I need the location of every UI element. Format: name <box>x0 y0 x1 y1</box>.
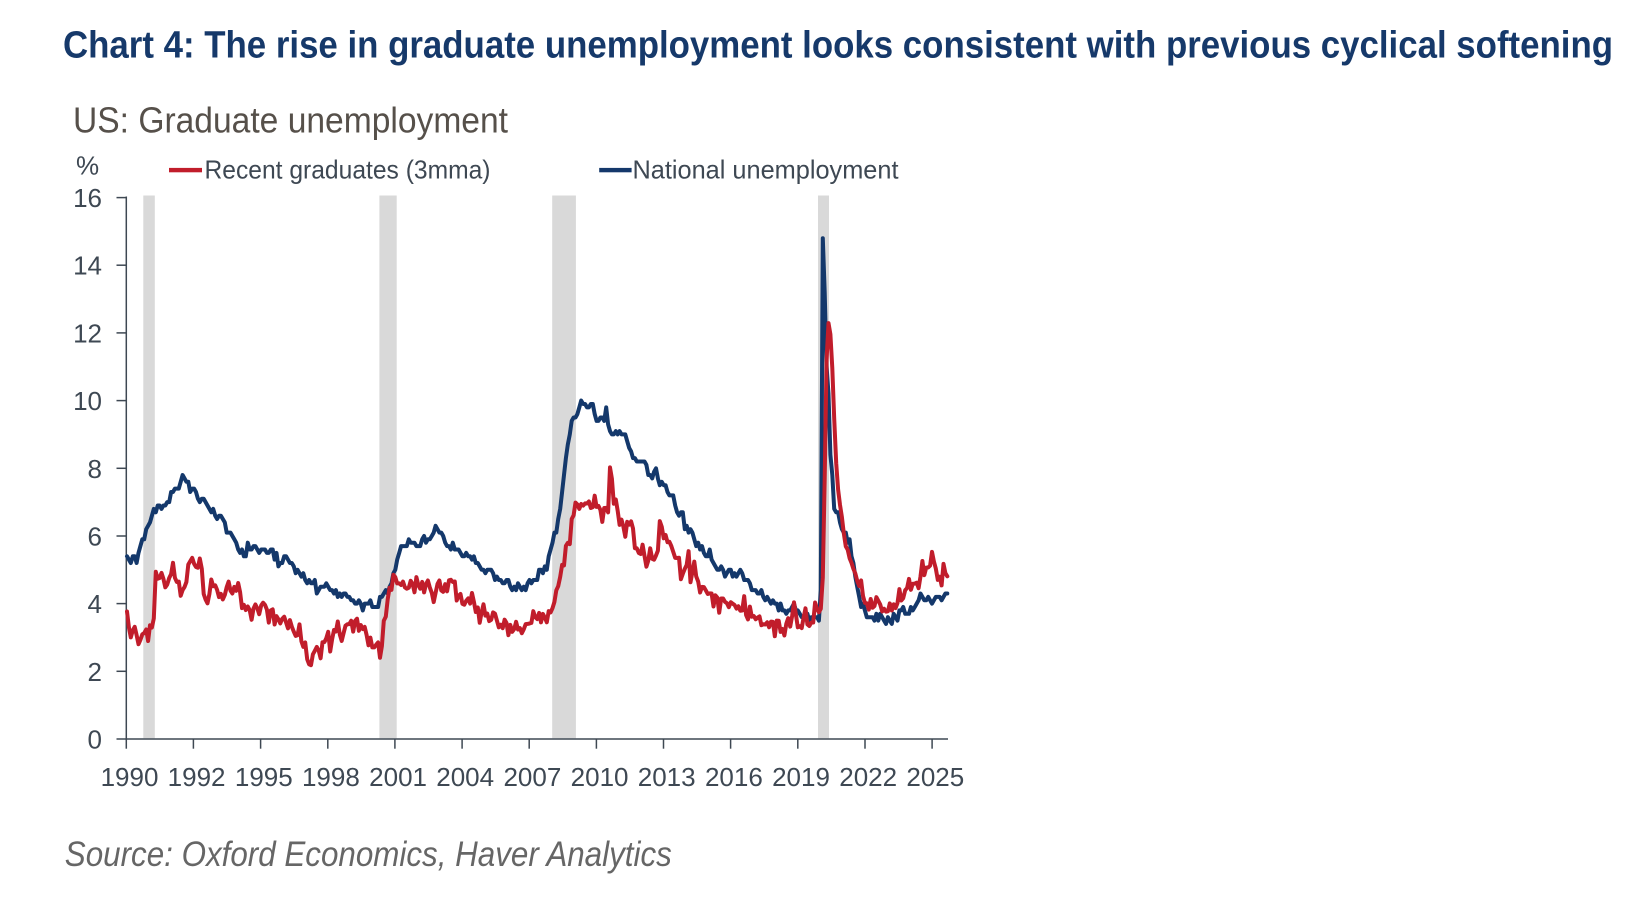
svg-text:1995: 1995 <box>235 762 293 792</box>
svg-text:Chart 4: The rise in graduate: Chart 4: The rise in graduate unemployme… <box>63 25 1613 67</box>
svg-text:2007: 2007 <box>503 762 561 792</box>
svg-text:0: 0 <box>88 725 102 755</box>
svg-text:2013: 2013 <box>638 762 696 792</box>
svg-text:12: 12 <box>73 318 102 348</box>
svg-text:8: 8 <box>88 454 102 484</box>
svg-text:2019: 2019 <box>772 762 830 792</box>
svg-text:6: 6 <box>88 522 102 552</box>
svg-text:Source: Oxford Economics, Have: Source: Oxford Economics, Haver Analytic… <box>65 835 672 874</box>
svg-text:1990: 1990 <box>101 762 159 792</box>
svg-text:2: 2 <box>88 657 102 687</box>
svg-text:Recent graduates (3mma): Recent graduates (3mma) <box>205 154 491 184</box>
svg-text:1992: 1992 <box>168 762 226 792</box>
svg-text:2022: 2022 <box>839 762 897 792</box>
svg-text:2001: 2001 <box>369 762 427 792</box>
svg-text:2010: 2010 <box>571 762 629 792</box>
svg-text:US: Graduate unemployment: US: Graduate unemployment <box>73 99 508 140</box>
svg-text:2025: 2025 <box>906 762 964 792</box>
svg-text:1998: 1998 <box>302 762 360 792</box>
svg-text:16: 16 <box>73 183 102 213</box>
svg-text:%: % <box>76 151 99 181</box>
svg-text:2004: 2004 <box>436 762 494 792</box>
svg-text:4: 4 <box>88 589 102 619</box>
svg-text:2016: 2016 <box>705 762 763 792</box>
svg-text:National unemployment: National unemployment <box>633 154 900 184</box>
svg-text:10: 10 <box>73 386 102 416</box>
svg-text:14: 14 <box>73 251 102 281</box>
